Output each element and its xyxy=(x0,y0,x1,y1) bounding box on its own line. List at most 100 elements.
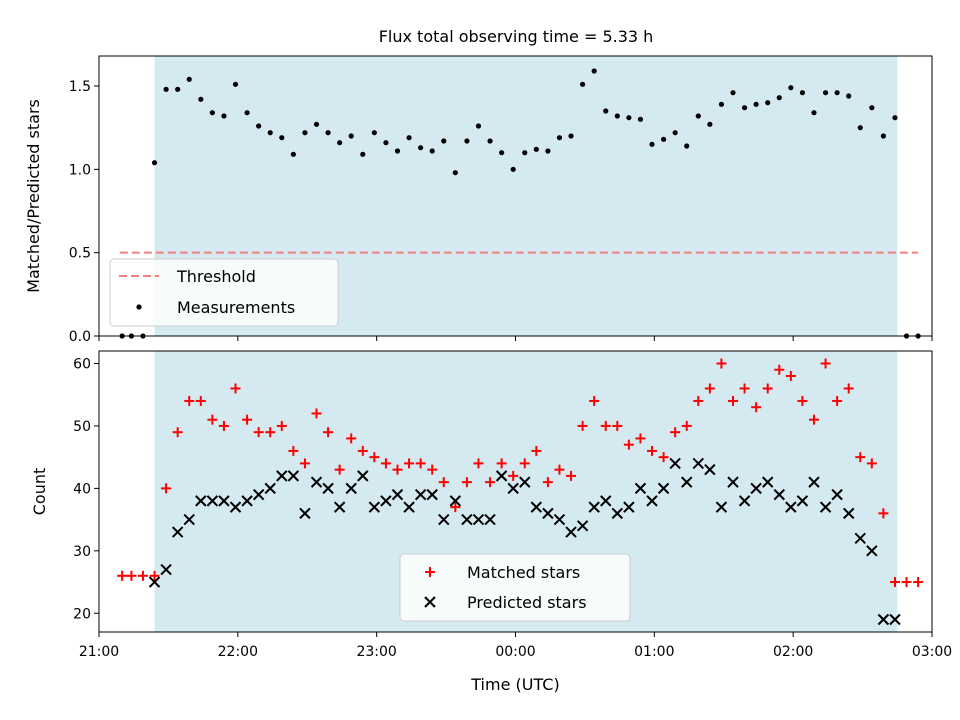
x-b xyxy=(206,495,219,507)
matched-star-point xyxy=(913,577,924,588)
measurement-point xyxy=(487,138,493,144)
measurement-point xyxy=(302,130,308,136)
measurement-point xyxy=(695,113,701,119)
x-b xyxy=(831,488,843,501)
x-b xyxy=(380,495,392,507)
predicted-star-point xyxy=(576,520,589,532)
x-tick-label: 23:00 xyxy=(356,644,396,660)
matched-star-point xyxy=(253,427,264,438)
predicted-star-point xyxy=(264,482,276,495)
predicted-star-point xyxy=(854,532,866,545)
measurement-point xyxy=(406,135,412,141)
measurement-point xyxy=(568,133,574,139)
measurement-point xyxy=(799,90,806,96)
measurement-point xyxy=(464,138,470,144)
measurement-point xyxy=(684,143,690,149)
predicted-star-point xyxy=(391,488,404,501)
predicted-star-point xyxy=(704,463,716,476)
predicted-star-point xyxy=(634,482,647,495)
x-b xyxy=(357,470,369,482)
predicted-star-point xyxy=(345,482,357,495)
measurement-point xyxy=(707,121,713,127)
measurement-point xyxy=(452,170,458,176)
matched-star-point xyxy=(566,470,577,481)
x-tick-label: 03:00 xyxy=(912,644,952,660)
y-axis-label: Matched/Predicted stars xyxy=(24,99,43,293)
x-axis-label: Time (UTC) xyxy=(470,675,559,694)
matched-star-point xyxy=(600,420,611,431)
predicted-star-point xyxy=(206,495,219,507)
x-b xyxy=(600,495,612,507)
legend-box xyxy=(399,553,631,622)
measurement-point xyxy=(209,110,215,116)
predicted-star-point xyxy=(160,563,172,576)
x-b xyxy=(773,488,785,501)
predicted-star-point xyxy=(449,495,462,507)
x-b xyxy=(345,482,357,495)
predicted-star-point xyxy=(773,488,785,501)
matched-star-point xyxy=(369,452,380,463)
matched-star-point xyxy=(450,502,461,513)
predicted-star-point xyxy=(715,501,728,513)
measurement-point xyxy=(244,110,250,116)
measurement-point xyxy=(418,145,424,151)
x-b xyxy=(657,482,670,495)
y-axis-label: Count xyxy=(30,468,49,516)
x-b xyxy=(796,495,809,507)
matched-star-point xyxy=(415,458,426,469)
measurement-point xyxy=(811,110,817,116)
matched-star-point xyxy=(531,445,542,456)
predicted-star-point xyxy=(681,476,693,488)
x-b xyxy=(738,495,751,507)
predicted-star-point xyxy=(519,476,531,488)
matched-star-point xyxy=(635,433,646,444)
chart-title: Flux total observing time = 5.33 h xyxy=(379,27,654,46)
predicted-star-point xyxy=(842,507,855,520)
matched-star-point xyxy=(739,383,750,394)
x-b xyxy=(299,507,311,520)
matched-star-point xyxy=(485,477,496,488)
matched-star-point xyxy=(392,464,403,475)
measurement-point xyxy=(198,96,204,102)
x-b xyxy=(889,613,901,626)
predicted-star-point xyxy=(877,613,890,626)
x-b xyxy=(264,482,276,495)
measurement-point xyxy=(267,130,273,136)
predicted-star-point xyxy=(796,495,809,507)
y-tick-label: 20 xyxy=(73,606,91,622)
x-b xyxy=(553,513,566,526)
legend-matched-label: Matched stars xyxy=(467,563,580,582)
legend-predicted-swatch-b xyxy=(424,596,436,608)
matched-star-point xyxy=(751,402,762,413)
matched-star-point xyxy=(438,477,449,488)
matched-star-point xyxy=(323,427,334,438)
matched-star-point xyxy=(149,570,160,581)
predicted-star-point xyxy=(588,501,600,513)
measurement-point xyxy=(360,151,366,157)
matched-star-point xyxy=(288,445,299,456)
measurement-point xyxy=(290,151,296,157)
x-b xyxy=(229,501,242,513)
measurement-point xyxy=(580,81,586,87)
measurement-point xyxy=(857,125,863,131)
x-b xyxy=(565,526,577,538)
x-b xyxy=(634,482,647,495)
measurement-point xyxy=(510,166,516,172)
matched-star-point xyxy=(427,464,438,475)
x-b xyxy=(322,482,334,495)
predicted-star-point xyxy=(808,476,820,488)
bottom-panel: 20 30 40 50 60 21:00 22:00 23:00 00:00 01:00 02:00… xyxy=(30,350,952,694)
matched-star-point xyxy=(820,358,831,369)
x-b xyxy=(148,576,161,588)
predicted-star-point xyxy=(669,457,681,470)
matched-star-point xyxy=(832,395,843,406)
measurement-point xyxy=(221,113,227,119)
matched-star-point xyxy=(461,477,472,488)
x-b xyxy=(576,520,589,532)
matched-star-point xyxy=(195,395,206,406)
x-b xyxy=(426,488,438,501)
matched-star-point xyxy=(126,570,137,581)
matched-star-point xyxy=(137,570,148,581)
x-b xyxy=(507,482,519,495)
measurement-point xyxy=(279,135,285,141)
